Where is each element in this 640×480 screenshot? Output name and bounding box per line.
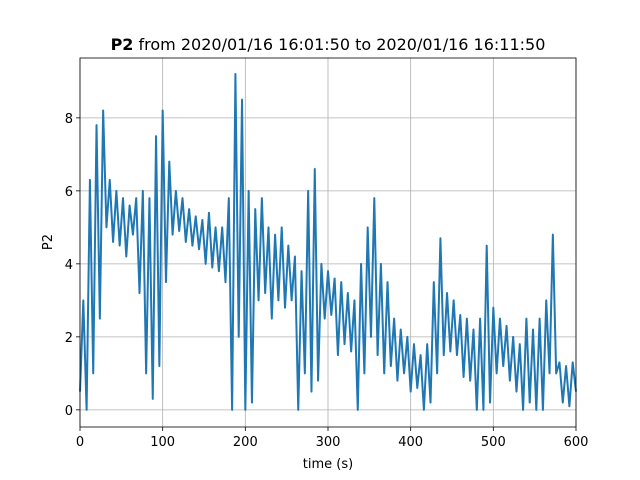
x-tick-label: 0 xyxy=(76,435,84,450)
x-tick-label: 100 xyxy=(150,435,175,450)
plot-frame xyxy=(79,57,577,428)
title-variable: P2 xyxy=(111,35,134,54)
y-tick-label: 0 xyxy=(65,404,73,419)
y-tick-label: 6 xyxy=(65,185,73,200)
y-tick-label: 2 xyxy=(65,331,73,346)
y-tick-label: 4 xyxy=(65,258,73,273)
chart-title: P2 from 2020/01/16 16:01:50 to 2020/01/1… xyxy=(111,35,546,54)
x-tick-label: 200 xyxy=(233,435,258,450)
data-line xyxy=(79,73,577,411)
y-axis-label: P2 xyxy=(41,234,56,250)
x-tick-label: 600 xyxy=(564,435,589,450)
x-tick-label: 400 xyxy=(398,435,423,450)
x-tick-label: 300 xyxy=(316,435,341,450)
x-tick-label: 500 xyxy=(481,435,506,450)
title-range: from 2020/01/16 16:01:50 to 2020/01/16 1… xyxy=(139,35,546,54)
x-axis-label: time (s) xyxy=(303,457,353,472)
y-tick-label: 8 xyxy=(65,112,73,127)
